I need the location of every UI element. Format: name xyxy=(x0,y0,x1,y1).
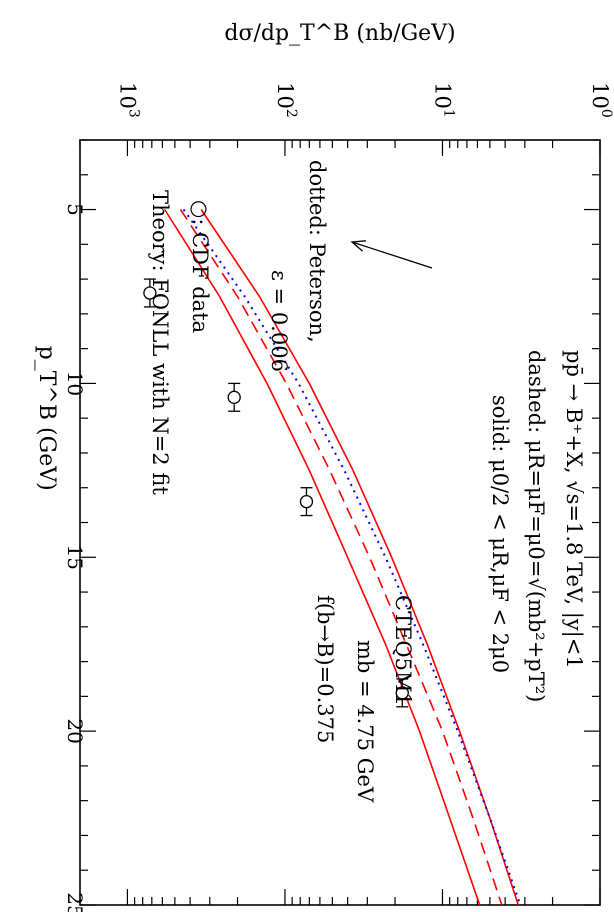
data-marker xyxy=(143,286,157,300)
y-axis-label: dσ/dp_T^B (nb/GeV) xyxy=(224,21,455,46)
data-marker xyxy=(227,390,241,404)
series-peterson xyxy=(182,208,522,906)
axes: 5 10 15 20 25 100 101 102 103 dσ/dp_T^B (nb/GeV) p… xyxy=(34,21,614,912)
y-tick-label-text: 101 xyxy=(430,82,456,118)
x-axis-label: p_T^B (GeV) xyxy=(34,346,59,491)
curves xyxy=(164,208,522,906)
data-marker xyxy=(395,686,409,700)
data-point xyxy=(143,278,157,308)
frag-label: f(b→B)=0.375 xyxy=(313,595,337,743)
data-point xyxy=(227,382,241,412)
data-legend-label: ○: CDF data xyxy=(188,200,212,333)
series-upper-band xyxy=(164,209,481,906)
annotations: pp̄ → B⁺+X, √s=1.8 TeV, |y|<1 dashed: μR=… xyxy=(148,160,586,803)
data-point xyxy=(395,678,409,708)
pdf-label: CTEQ5M1 xyxy=(391,595,415,706)
x-tick-label: 15 xyxy=(63,545,87,570)
data-point xyxy=(299,487,314,517)
y-tick-label-text: 103 xyxy=(115,82,141,118)
y-tick-label-text: 100 xyxy=(588,82,614,118)
theory-legend-label: Theory: FONLL with N=2 fit xyxy=(148,190,172,495)
arrow-line xyxy=(351,241,433,269)
x-tick-label: 25 xyxy=(63,892,87,912)
y-tick-label-text: 102 xyxy=(273,82,299,118)
process-label: pp̄ → B⁺+X, √s=1.8 TeV, |y|<1 xyxy=(561,350,586,669)
y-tick-label: 100 xyxy=(588,82,614,118)
data-marker xyxy=(299,494,314,509)
series-central xyxy=(179,209,503,906)
solid-label: solid: μ0/2 < μR,μF < 2μ0 xyxy=(488,395,512,673)
dashed-label: dashed: μR=μF=μ0=√(mb²+pT²) xyxy=(524,350,548,702)
y-tick-label: 103 xyxy=(115,82,141,118)
series-lower-band xyxy=(200,209,520,906)
y-tick-label: 102 xyxy=(273,82,299,118)
x-tick-label: 10 xyxy=(63,371,87,396)
x-tick-label: 5 xyxy=(63,203,87,216)
epsilon-label: ε = 0.006 xyxy=(267,270,291,372)
arrow-head xyxy=(350,240,367,252)
data-points xyxy=(143,278,409,708)
x-tick-label: 20 xyxy=(63,718,87,743)
y-tick-label: 101 xyxy=(430,82,456,118)
mb-label: mb = 4.75 GeV xyxy=(353,640,377,803)
dotted-label: dotted: Peterson, xyxy=(305,160,329,343)
